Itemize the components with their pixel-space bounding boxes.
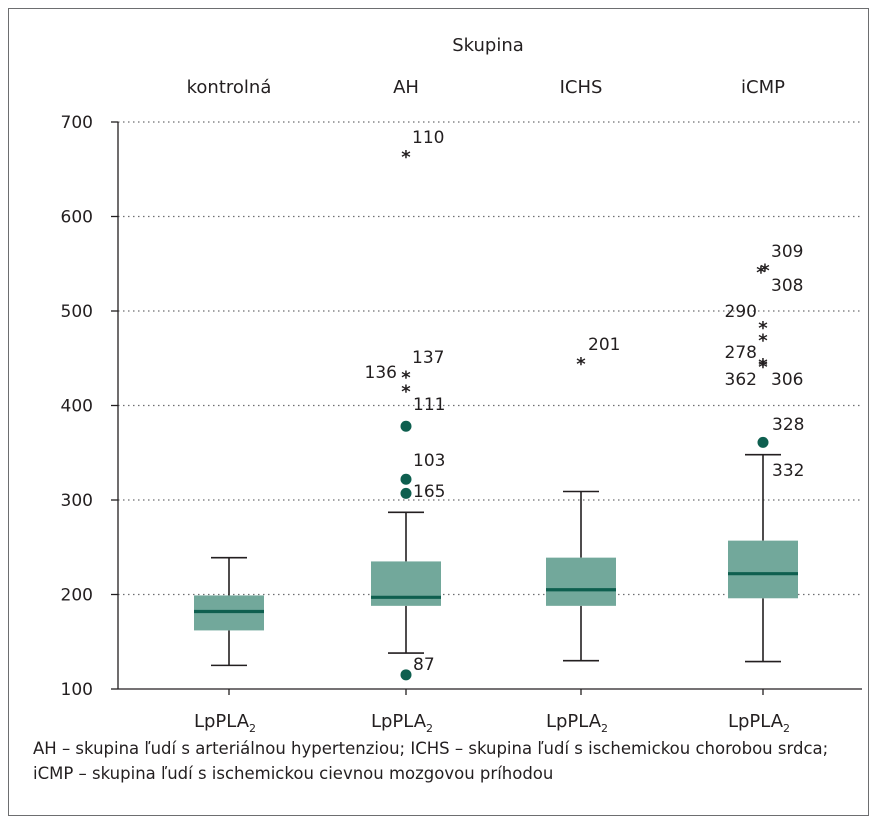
x-tick-label-main: LpPLA — [371, 711, 427, 732]
outlier-star: * — [401, 381, 411, 402]
y-tick-label: 600 — [61, 208, 93, 228]
x-tick-labels: LpPLA2 LpPLA2 LpPLA2 LpPLA2 — [194, 689, 790, 735]
y-tick-label: 500 — [61, 302, 93, 322]
x-tick-label-subscript: 2 — [783, 722, 790, 735]
x-tick-label: LpPLA2 — [546, 711, 608, 735]
outlier-star: * — [758, 355, 768, 376]
y-tick-label: 700 — [61, 113, 93, 133]
x-tick-label: LpPLA2 — [728, 711, 790, 735]
outliers: *110*137*13611110316587*201*309*308*290*… — [365, 128, 804, 681]
category-label: AH — [393, 77, 419, 98]
y-tick-labels: 100 200 300 400 500 600 700 — [61, 113, 118, 700]
outlier-star: * — [756, 262, 766, 283]
outlier-star: * — [401, 147, 411, 168]
outlier-label: 137 — [412, 348, 444, 368]
category-labels: kontrolná AH ICHS iCMP — [187, 77, 785, 98]
x-tick-label-main: LpPLA — [546, 711, 602, 732]
outlier-circle — [400, 420, 412, 432]
box-iqr — [728, 540, 798, 599]
outlier-circle — [400, 487, 412, 499]
x-tick-label-subscript: 2 — [249, 722, 256, 735]
x-tick-label-main: LpPLA — [728, 711, 784, 732]
outlier-label: 309 — [771, 242, 803, 262]
outlier-star: * — [758, 330, 768, 351]
outlier-label: 308 — [771, 276, 803, 296]
outlier-circle — [400, 473, 412, 485]
outlier-star: * — [760, 260, 770, 281]
outlier-star: * — [576, 354, 586, 375]
boxes — [194, 453, 798, 667]
outlier-label: 87 — [413, 655, 435, 675]
outlier-star: * — [758, 318, 768, 339]
y-tick-label: 100 — [61, 680, 93, 700]
outlier-star: * — [758, 357, 768, 378]
x-tick-label-main: LpPLA — [194, 711, 250, 732]
chart-title: Skupina — [452, 35, 524, 56]
category-label: kontrolná — [187, 77, 272, 98]
outlier-label: 328 — [772, 415, 804, 435]
y-tick-label: 400 — [61, 397, 93, 417]
x-tick-label: LpPLA2 — [371, 711, 433, 735]
outlier-label: 136 — [365, 363, 397, 383]
box-iqr — [546, 557, 616, 606]
outlier-label: 306 — [771, 370, 803, 390]
outlier-label: 103 — [413, 451, 445, 471]
outlier-label: 278 — [725, 343, 757, 363]
x-tick-label: LpPLA2 — [194, 711, 256, 735]
outlier-label: 362 — [725, 370, 757, 390]
outlier-circle — [400, 669, 412, 681]
outlier-circle — [757, 436, 769, 448]
outlier-label: 110 — [412, 128, 444, 148]
category-label: ICHS — [560, 77, 603, 98]
x-tick-label-subscript: 2 — [601, 722, 608, 735]
outlier-label: 290 — [725, 302, 757, 322]
outlier-label: 332 — [772, 461, 804, 481]
figure-caption: AH – skupina ľudí s arteriálnou hyperten… — [33, 739, 829, 783]
y-tick-label: 200 — [61, 586, 93, 606]
y-tick-label: 300 — [61, 491, 93, 511]
x-tick-label-subscript: 2 — [426, 722, 433, 735]
outlier-label: 165 — [413, 482, 445, 502]
outlier-label: 111 — [413, 395, 445, 415]
figure-frame — [8, 8, 869, 816]
box-iqr — [371, 561, 441, 606]
outlier-label: 201 — [588, 335, 620, 355]
category-label: iCMP — [741, 77, 785, 98]
outlier-star: * — [401, 367, 411, 388]
